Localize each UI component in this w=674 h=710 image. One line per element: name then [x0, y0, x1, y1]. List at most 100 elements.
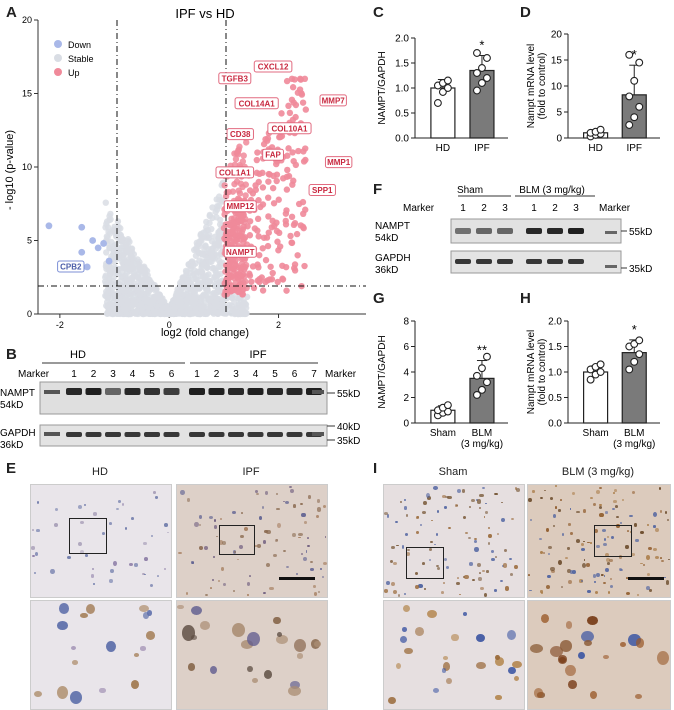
- lane-number: 3: [502, 203, 508, 214]
- stable-point: [120, 254, 127, 261]
- marker-band: [605, 265, 617, 268]
- cell-nucleus: [397, 594, 401, 597]
- cell-nucleus: [216, 535, 219, 538]
- y-tick-label: 2.0: [395, 34, 409, 45]
- cell-nucleus: [124, 526, 128, 530]
- cell-nucleus: [665, 580, 670, 586]
- cell-nucleus: [319, 567, 322, 571]
- data-point: [630, 76, 639, 85]
- cell-nucleus: [34, 552, 39, 557]
- up-point: [255, 264, 262, 271]
- cell-nucleus: [238, 544, 243, 549]
- nampt-band: [66, 388, 82, 395]
- cell-nucleus: [405, 514, 408, 517]
- cell-nucleus: [166, 531, 169, 534]
- up-point: [288, 213, 296, 221]
- gapdh-band: [85, 432, 102, 437]
- cell-nucleus: [540, 613, 550, 624]
- stable-point: [118, 287, 126, 294]
- cell-nucleus: [401, 545, 405, 549]
- up-point: [259, 287, 267, 294]
- cell-nucleus: [570, 531, 574, 536]
- cell-nucleus: [572, 492, 576, 496]
- cell-nucleus: [550, 645, 564, 657]
- nampt-band: [144, 388, 160, 395]
- up-point: [224, 228, 231, 236]
- cell-nucleus: [56, 685, 68, 699]
- cell-nucleus: [483, 515, 486, 518]
- stable-point: [103, 220, 110, 228]
- cell-nucleus: [593, 528, 599, 534]
- nampt-band: [247, 388, 264, 395]
- cell-nucleus: [490, 550, 494, 554]
- data-point: [433, 99, 442, 107]
- cell-nucleus: [404, 593, 407, 596]
- cell-nucleus: [108, 578, 113, 584]
- stable-point: [112, 241, 119, 248]
- stable-point: [107, 210, 114, 218]
- gene-label: NAMPT: [226, 248, 255, 257]
- stable-point: [197, 238, 204, 245]
- cell-nucleus: [619, 521, 623, 525]
- significance-label: *: [632, 47, 637, 62]
- cell-nucleus: [32, 529, 35, 531]
- up-point: [257, 203, 264, 211]
- up-point: [302, 206, 309, 213]
- cell-nucleus: [476, 634, 486, 643]
- cell-nucleus: [468, 562, 474, 566]
- cell-nucleus: [567, 547, 570, 550]
- cell-nucleus: [607, 535, 610, 539]
- cell-nucleus: [112, 560, 118, 566]
- up-point: [237, 180, 245, 187]
- y-axis-label: Nampt mRNA level: [526, 330, 537, 414]
- histo-i-sham-high: [383, 600, 525, 710]
- up-point: [251, 225, 259, 232]
- stable-point: [123, 247, 131, 255]
- lane-number: 3: [233, 369, 239, 380]
- cell-nucleus: [615, 504, 619, 508]
- up-point: [287, 232, 294, 240]
- up-point: [246, 187, 254, 194]
- lane-number: 1: [71, 369, 77, 380]
- blot-b-gapdh-strip: [39, 424, 328, 447]
- stable-point: [206, 258, 213, 266]
- stable-point: [205, 271, 212, 278]
- cell-nucleus: [276, 635, 288, 645]
- cell-nucleus: [609, 578, 612, 581]
- cell-nucleus: [626, 591, 631, 595]
- data-point: [635, 102, 644, 111]
- cell-nucleus: [601, 529, 606, 533]
- cell-nucleus: [604, 511, 609, 514]
- data-point: [473, 371, 481, 380]
- cell-nucleus: [402, 604, 411, 613]
- blot-f-lane-numbers: 1 2 3 1 2 3: [460, 203, 579, 214]
- cell-nucleus: [559, 498, 562, 501]
- cell-nucleus: [232, 510, 236, 514]
- cell-nucleus: [283, 549, 287, 553]
- data-point: [473, 49, 481, 57]
- cell-nucleus: [143, 612, 150, 619]
- cell-nucleus: [559, 640, 573, 653]
- cell-nucleus: [567, 680, 577, 689]
- up-point: [283, 186, 291, 193]
- cell-nucleus: [459, 593, 461, 596]
- up-point: [262, 256, 270, 264]
- data-point: [438, 88, 447, 96]
- cell-nucleus: [220, 517, 223, 521]
- cell-nucleus: [71, 660, 78, 665]
- cell-nucleus: [191, 635, 198, 640]
- stable-point: [134, 286, 141, 294]
- cell-nucleus: [142, 572, 146, 576]
- cell-nucleus: [582, 563, 587, 569]
- blot-b-nampt-strip: [39, 381, 328, 415]
- up-point: [269, 184, 277, 192]
- lane-number: 1: [531, 203, 537, 214]
- cell-nucleus: [418, 584, 423, 588]
- data-point: [635, 58, 644, 67]
- cell-nucleus: [131, 679, 140, 689]
- cell-nucleus: [105, 640, 116, 652]
- up-point: [232, 155, 240, 163]
- gene-label: CPB2: [60, 262, 82, 271]
- cell-nucleus: [316, 507, 322, 512]
